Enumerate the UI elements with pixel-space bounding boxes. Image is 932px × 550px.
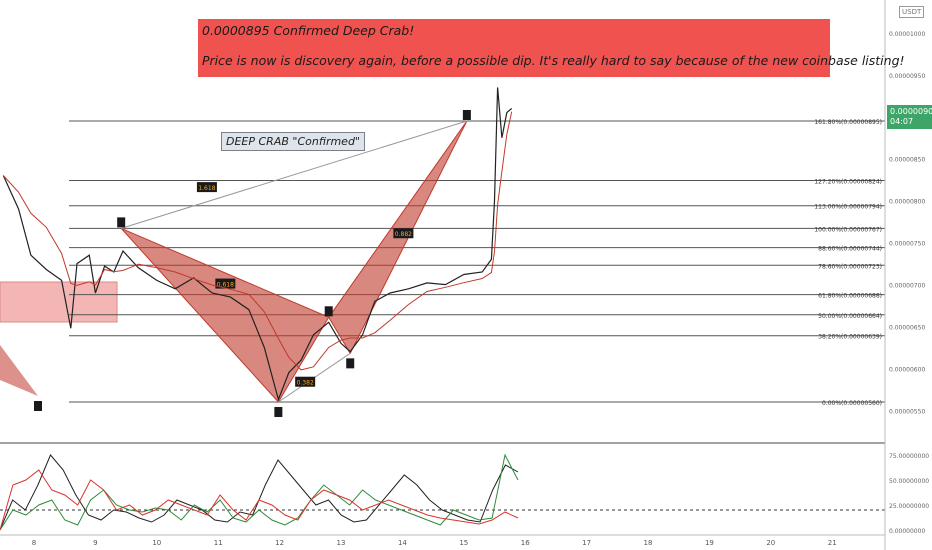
time-tick-label: 18 (644, 539, 653, 547)
annotation-line-1: 0.0000895 Confirmed Deep Crab! (202, 23, 415, 38)
fib-label: 50.00%(0.00000664) (818, 313, 882, 320)
ratio-tag (215, 278, 236, 289)
pattern-label: DEEP CRAB "Confirmed" (221, 132, 365, 151)
time-tick-label: 21 (828, 539, 837, 547)
ratio-tag (393, 228, 414, 239)
annotation-line-2: Price is now is discovery again, before … (202, 53, 905, 68)
fib-label: 100.00%(0.00000767) (814, 226, 882, 233)
time-tick-label: 12 (275, 539, 284, 547)
oscillator-tick-label: 50.00000000 (889, 478, 929, 485)
oscillator-tick-label: 0.00000000 (889, 528, 925, 535)
main-pane: 161.80%(0.00000895) 127.20%(0.00000824) 11… (0, 87, 885, 444)
oscillator-line-2 (0, 453, 519, 531)
fib-label: 38.20%(0.00000639) (818, 334, 882, 341)
pattern-point-d (462, 110, 471, 120)
oscillator-tick-label: 25.00000000 (889, 503, 929, 510)
pattern-point-a (274, 407, 283, 417)
fib-label: 113.00%(0.00000794) (814, 204, 882, 211)
time-tick-label: 19 (705, 539, 714, 547)
time-tick-label: 14 (398, 539, 407, 547)
prior-pattern (0, 345, 38, 396)
ratio-label: 0.382 (297, 380, 314, 387)
ratio-label: 1.618 (198, 185, 215, 192)
time-tick-label: 9 (93, 539, 97, 547)
ratio-label: 0.882 (395, 231, 412, 238)
price-tick-label: 0.00000700 (889, 283, 925, 290)
ratio-tag (196, 182, 217, 193)
oscillator-line-3 (0, 469, 519, 531)
price-tick-label: 0.00000950 (889, 73, 925, 80)
oscillator-line-1 (0, 454, 519, 531)
time-tick-label: 20 (766, 539, 775, 547)
fib-label: 61.80%(0.00000688) (818, 293, 882, 300)
moving-average-line (2, 111, 513, 371)
time-tick-label: 15 (459, 539, 468, 547)
time-tick-label: 11 (214, 539, 223, 547)
fib-label: 161.80%(0.00000895) (814, 119, 882, 126)
current-price-tag: 0.00000908 04:07 (887, 105, 932, 129)
fib-label: 0.00%(0.00000560) (822, 400, 882, 407)
pattern-point-d (34, 401, 42, 411)
currency-badge[interactable]: USDT (899, 6, 925, 18)
price-line (2, 87, 513, 402)
pattern-point-x (117, 217, 126, 228)
time-tick-label: 16 (521, 539, 530, 547)
fib-label: 88.60%(0.00000744) (818, 246, 882, 253)
time-tick-label: 17 (582, 539, 591, 547)
price-tick-label: 0.00000800 (889, 199, 925, 206)
ratio-tag (295, 376, 316, 387)
xd-dotted-line (121, 120, 468, 229)
supply-zone (0, 281, 118, 323)
pattern-point-b (324, 306, 333, 317)
price-tick-label: 0.00000650 (889, 325, 925, 332)
fib-label: 78.60%(0.00000723) (818, 263, 882, 270)
time-tick-label: 8 (32, 539, 36, 547)
time-tick-label: 13 (337, 539, 346, 547)
price-tick-label: 0.00001000 (889, 31, 925, 38)
time-tick-label: 10 (152, 539, 161, 547)
pattern-point-c (346, 358, 355, 369)
ratio-label: 0.618 (217, 282, 234, 289)
candle-countdown: 04:07 (890, 117, 914, 126)
oscillator-pane (0, 453, 885, 531)
fib-label: 127.20%(0.00000824) (814, 179, 882, 186)
price-tick-label: 0.00000600 (889, 366, 925, 373)
price-tick-label: 0.00000550 (889, 408, 925, 415)
current-price: 0.00000908 (890, 107, 932, 116)
oscillator-tick-label: 75.00000000 (889, 453, 929, 460)
annotation-box: 0.0000895 Confirmed Deep Crab! Price is … (198, 19, 905, 77)
price-tick-label: 0.00000850 (889, 157, 925, 164)
price-tick-label: 0.00000750 (889, 241, 925, 248)
